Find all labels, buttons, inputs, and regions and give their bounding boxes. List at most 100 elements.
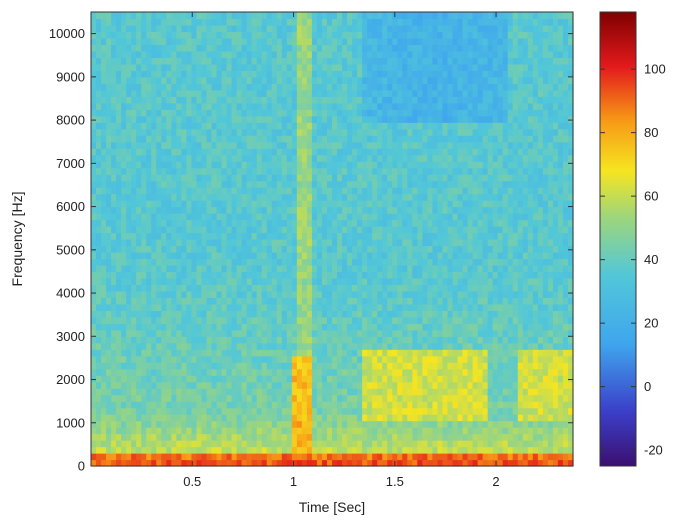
heatmap-cell [91, 271, 97, 279]
heatmap-cell [211, 323, 218, 331]
heatmap-cell [442, 440, 449, 448]
heatmap-cell [146, 76, 152, 84]
heatmap-cell [141, 180, 147, 188]
heatmap-cell [437, 122, 444, 130]
heatmap-cell [176, 375, 182, 383]
heatmap-cell [367, 407, 373, 415]
heatmap-cell [402, 31, 408, 39]
heatmap-cell [306, 446, 313, 454]
heatmap-cell [116, 297, 122, 305]
heatmap-cell [186, 349, 193, 357]
heatmap-cell [342, 12, 348, 20]
heatmap-cell [191, 109, 198, 117]
heatmap-cell [176, 414, 182, 422]
heatmap-cell [246, 180, 253, 188]
heatmap-cell [146, 401, 152, 409]
heatmap-cell [196, 407, 203, 415]
heatmap-cell [221, 187, 228, 195]
heatmap-cell [321, 167, 328, 175]
heatmap-cell [306, 154, 313, 162]
heatmap-cell [261, 232, 268, 240]
heatmap-cell [216, 76, 223, 84]
heatmap-cell [181, 154, 187, 162]
heatmap-cell [347, 96, 353, 104]
heatmap-cell [211, 414, 218, 422]
heatmap-cell [392, 57, 398, 65]
heatmap-cell [422, 50, 428, 58]
heatmap-cell [367, 394, 373, 402]
heatmap-cell [171, 70, 177, 78]
heatmap-cell [342, 375, 348, 383]
heatmap-cell [91, 31, 97, 39]
heatmap-cell [116, 102, 122, 110]
heatmap-cell [236, 154, 243, 162]
heatmap-cell [101, 446, 107, 454]
heatmap-cell [251, 277, 258, 285]
heatmap-cell [261, 349, 268, 357]
heatmap-cell [326, 381, 333, 389]
heatmap-cell [211, 303, 218, 311]
heatmap-cell [221, 290, 228, 298]
heatmap-cell [412, 342, 418, 350]
heatmap-cell [417, 148, 423, 156]
heatmap-cell [116, 213, 122, 221]
heatmap-cell [362, 37, 368, 46]
heatmap-cell [362, 226, 368, 234]
heatmap-cell [276, 323, 283, 331]
heatmap-cell [216, 128, 223, 136]
heatmap-cell [382, 167, 388, 175]
heatmap-cell [417, 381, 423, 389]
heatmap-cell [176, 362, 182, 370]
heatmap-cell [266, 109, 273, 117]
heatmap-cell [216, 368, 223, 376]
heatmap-cell [236, 76, 243, 84]
heatmap-cell [326, 174, 333, 182]
heatmap-cell [246, 251, 253, 260]
heatmap-cell [176, 446, 182, 454]
heatmap-cell [291, 122, 298, 130]
heatmap-cell [171, 401, 177, 409]
heatmap-cell [332, 459, 338, 467]
heatmap-cell [251, 251, 258, 260]
heatmap-cell [286, 174, 293, 182]
heatmap-cell [362, 213, 368, 221]
heatmap-cell [326, 271, 333, 279]
heatmap-cell [271, 297, 278, 305]
heatmap-cell [101, 323, 107, 331]
heatmap-cell [382, 128, 388, 136]
heatmap-cell [352, 141, 358, 149]
heatmap-cell [101, 18, 107, 26]
heatmap-cell [251, 342, 258, 350]
heatmap-cell [136, 316, 142, 324]
heatmap-cell [332, 63, 338, 71]
heatmap-cell [136, 362, 142, 370]
heatmap-cell [101, 355, 107, 363]
heatmap-cell [256, 102, 263, 110]
heatmap-cell [251, 187, 258, 195]
heatmap-cell [146, 213, 152, 221]
heatmap-cell [427, 70, 434, 78]
heatmap-cell [246, 355, 253, 363]
heatmap-cell [357, 414, 363, 422]
heatmap-cell [412, 96, 418, 104]
heatmap-cell [301, 355, 308, 363]
heatmap-cell [362, 349, 368, 357]
heatmap-cell [181, 63, 187, 71]
heatmap-cell [181, 440, 187, 448]
heatmap-cell [432, 394, 439, 402]
heatmap-cell [412, 174, 418, 182]
heatmap-cell [226, 24, 233, 33]
heatmap-cell [106, 180, 112, 188]
heatmap-cell [347, 414, 353, 422]
heatmap-cell [196, 232, 203, 240]
heatmap-cell [271, 76, 278, 84]
heatmap-cell [156, 76, 162, 84]
heatmap-cell [131, 290, 137, 298]
heatmap-cell [412, 433, 418, 441]
heatmap-cell [392, 264, 398, 273]
heatmap-cell [342, 135, 348, 143]
heatmap-cell [286, 122, 293, 130]
heatmap-cell [402, 368, 408, 376]
heatmap-cell [347, 407, 353, 415]
heatmap-cell [357, 206, 363, 214]
